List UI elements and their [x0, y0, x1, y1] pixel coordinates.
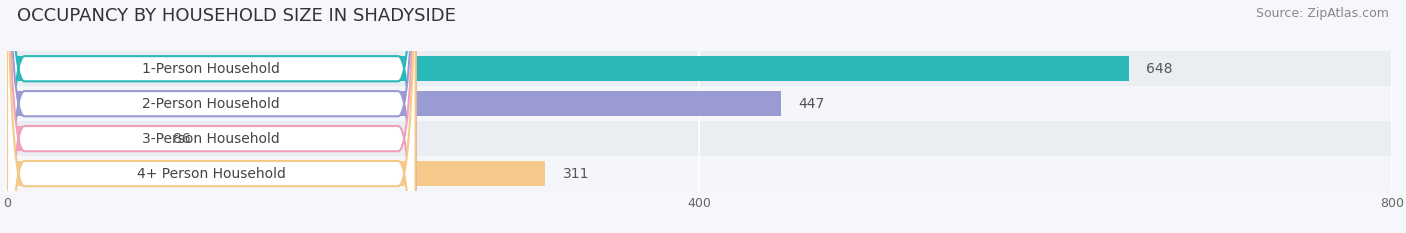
Bar — [7, 56, 1129, 81]
Text: 447: 447 — [799, 97, 824, 111]
Bar — [7, 86, 1392, 121]
Text: 311: 311 — [562, 167, 589, 181]
Text: 648: 648 — [1146, 62, 1173, 76]
Bar — [7, 51, 1392, 86]
Bar — [7, 126, 156, 151]
FancyBboxPatch shape — [7, 0, 416, 233]
Text: 86: 86 — [173, 132, 191, 146]
FancyBboxPatch shape — [7, 0, 416, 233]
Bar — [7, 121, 1392, 156]
Bar — [7, 156, 1392, 191]
Bar — [7, 161, 546, 186]
Text: 1-Person Household: 1-Person Household — [142, 62, 280, 76]
Bar — [7, 91, 780, 116]
Text: 2-Person Household: 2-Person Household — [142, 97, 280, 111]
Text: OCCUPANCY BY HOUSEHOLD SIZE IN SHADYSIDE: OCCUPANCY BY HOUSEHOLD SIZE IN SHADYSIDE — [17, 7, 456, 25]
Text: 3-Person Household: 3-Person Household — [142, 132, 280, 146]
FancyBboxPatch shape — [7, 0, 416, 233]
FancyBboxPatch shape — [7, 0, 416, 233]
Text: Source: ZipAtlas.com: Source: ZipAtlas.com — [1256, 7, 1389, 20]
Text: 4+ Person Household: 4+ Person Household — [136, 167, 285, 181]
